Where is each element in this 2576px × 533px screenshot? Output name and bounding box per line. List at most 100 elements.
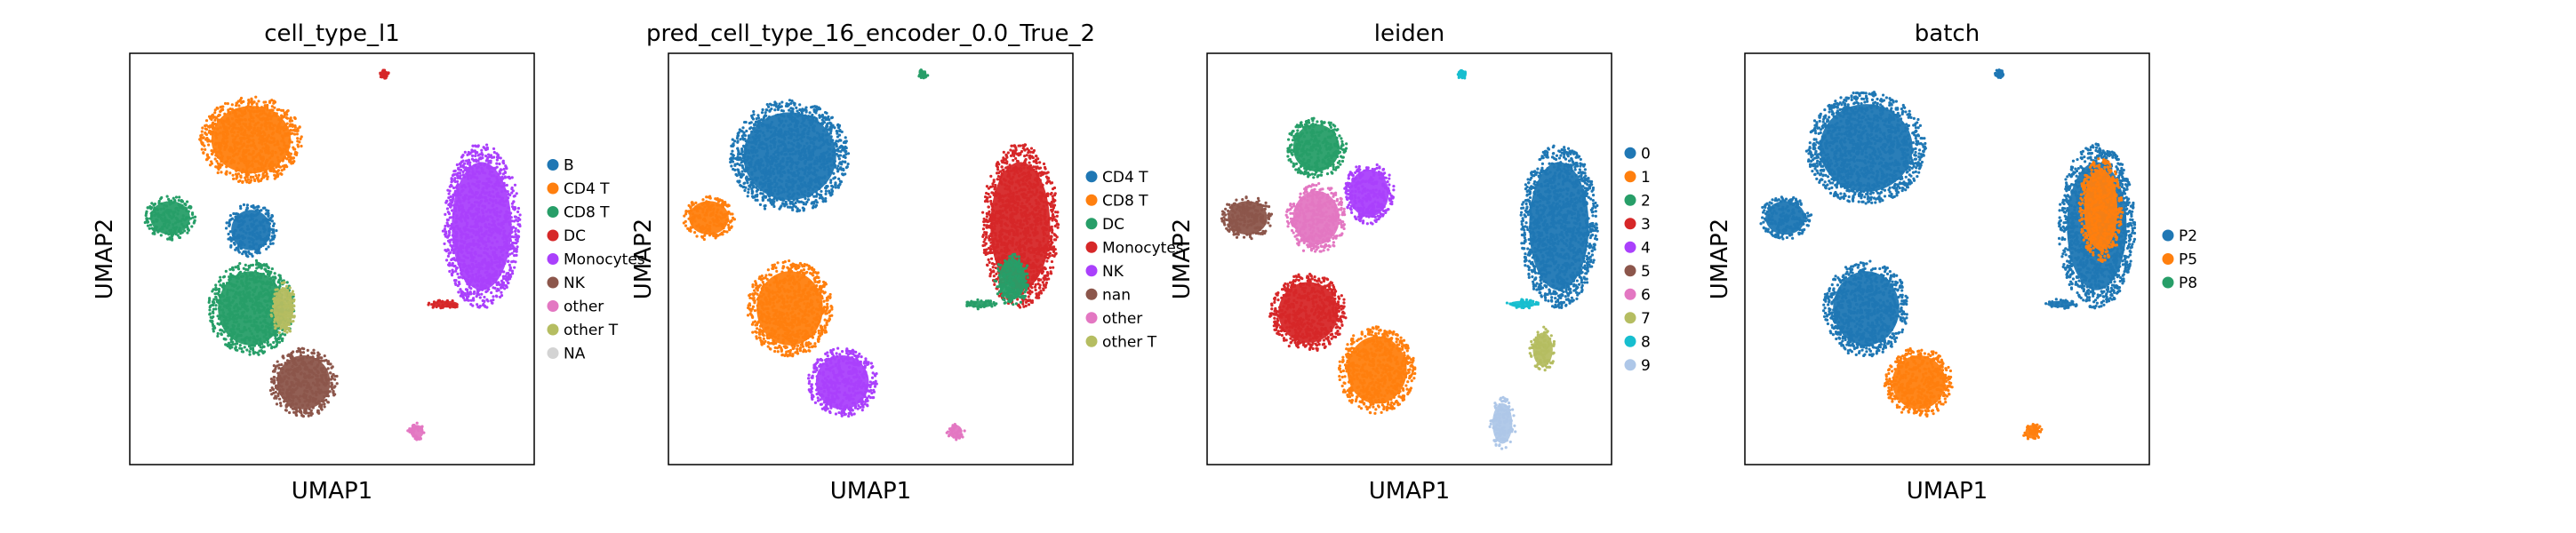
point [451,268,454,272]
point [506,189,509,194]
point [473,163,476,167]
point [472,284,476,288]
point [254,327,258,330]
point [783,130,788,133]
cluster-cd4-t [729,99,851,213]
point [476,283,480,287]
point [208,163,212,167]
point [455,214,459,218]
point [156,208,159,211]
point [231,268,236,272]
point [284,291,287,295]
point [201,126,204,130]
point [500,224,503,227]
point [490,223,493,227]
point [483,251,486,255]
point [252,233,256,236]
point [806,198,811,202]
point [266,107,269,111]
point [269,276,273,280]
point [470,191,475,195]
point [317,383,321,387]
point [250,298,253,301]
point [271,165,275,169]
point [252,241,255,244]
point [310,389,314,394]
point [497,245,501,250]
point [236,172,241,176]
point [446,188,450,192]
point [153,210,156,213]
point [481,266,484,271]
point [307,381,310,386]
point [282,147,285,151]
point [208,298,212,302]
point [285,122,289,125]
point [246,214,250,218]
legend-label: other T [564,322,619,339]
point [255,102,259,106]
point [469,259,473,262]
point [244,231,248,235]
point [246,144,250,147]
point [487,153,491,156]
point [504,164,508,168]
point [257,132,260,136]
point [485,263,489,266]
point [475,207,478,211]
point [258,162,261,165]
point [277,278,281,282]
point [757,125,761,130]
point [505,167,508,171]
point [772,146,776,149]
point [467,270,470,274]
point [277,107,281,111]
point [516,235,520,238]
point [284,405,288,409]
point [485,177,489,180]
point [232,159,236,163]
point [260,142,264,146]
point [250,332,254,336]
point [244,272,248,276]
point [242,229,245,234]
point [228,278,231,282]
point [454,217,459,220]
point [463,175,467,179]
point [254,285,258,290]
point [253,303,258,306]
point [277,274,281,277]
point [275,339,278,343]
point [243,243,246,247]
point [471,144,475,147]
point [291,364,294,369]
point [243,132,246,136]
point [406,429,410,433]
point [168,215,172,219]
point [311,392,315,395]
point [267,291,270,295]
point [228,267,232,271]
point [286,150,290,154]
point [321,400,325,403]
point [299,372,303,376]
point [453,189,457,193]
point [246,139,250,144]
point [214,307,218,311]
point [476,180,479,184]
point [258,309,261,313]
point [460,219,463,223]
point [190,211,195,215]
point [791,188,795,192]
point [766,105,771,108]
point [258,279,261,283]
point [314,390,318,394]
point [824,189,828,193]
point [502,200,506,203]
point [227,299,231,303]
point [452,170,456,173]
point [252,227,256,230]
point [807,181,811,185]
point [829,163,833,167]
point [216,334,220,338]
